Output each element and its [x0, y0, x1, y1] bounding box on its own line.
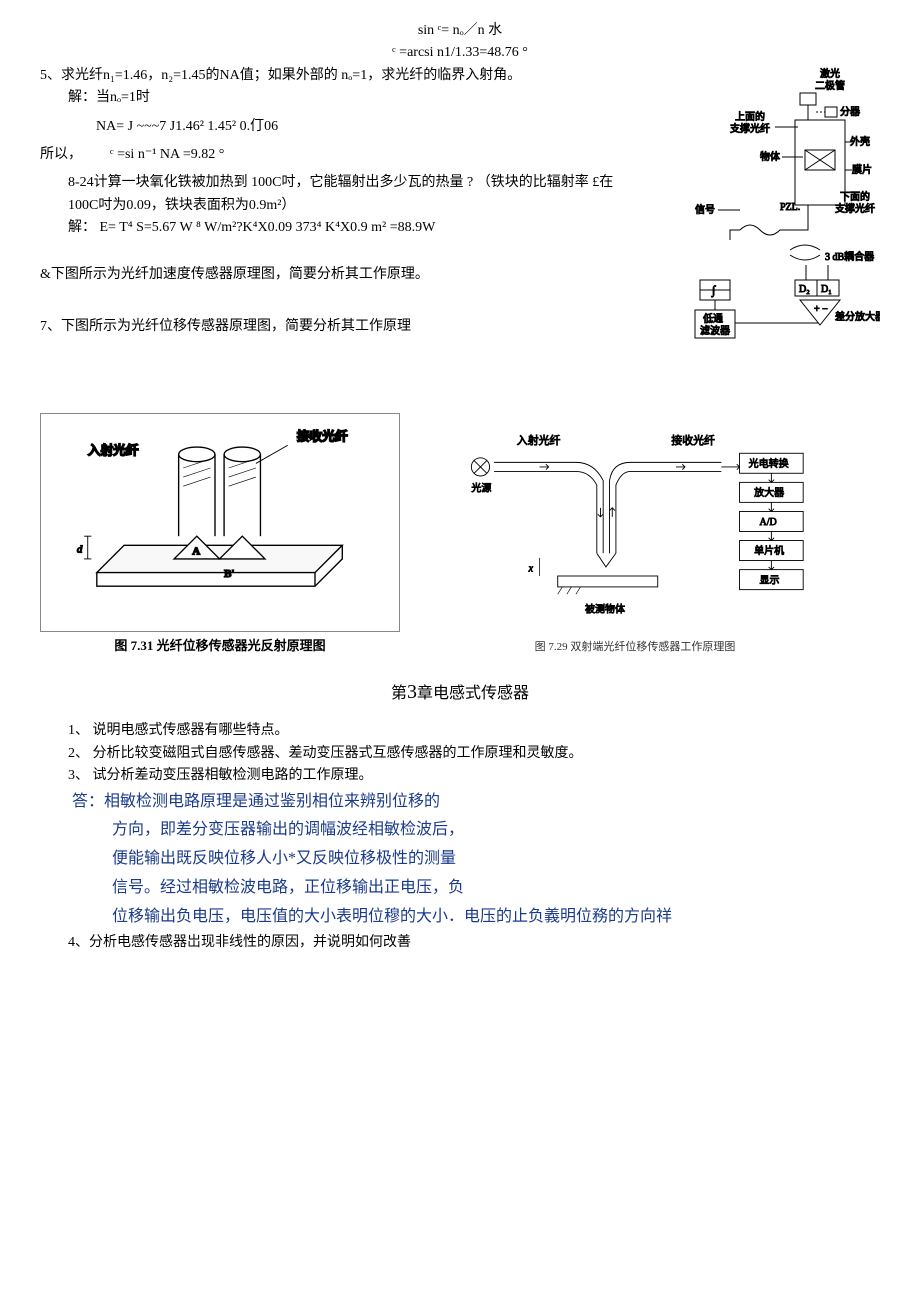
label-out: 接收光纤	[297, 429, 348, 444]
label-out-r: 接收光纤	[671, 434, 715, 448]
svg-text:显示: 显示	[760, 575, 780, 587]
label-support-bot: 支撑光纤	[835, 202, 875, 215]
ch3-q4: 4、分析电感传感器岀现非线性的原因，并说明如何改善	[40, 932, 880, 954]
label-in-r: 入射光纤	[517, 434, 561, 448]
chapter-3-title: 第3章电感式传感器	[40, 676, 880, 708]
ch3-q3: 3、 试分析差动变压器相敏检测电路的工作原理。	[40, 765, 880, 787]
label-d2: D₂	[799, 284, 810, 295]
label-filter: 滤波器	[700, 324, 730, 337]
label-b: B'	[224, 568, 234, 580]
svg-text:x: x	[528, 564, 534, 575]
label-in: 入射光纤	[88, 443, 139, 458]
label-shell: 外壳	[850, 135, 870, 148]
svg-text:放大器: 放大器	[754, 486, 784, 499]
ch3-q1: 1、 说明电感式传感器有哪些特点。	[40, 720, 880, 742]
label-coupler: 3 dB耦合器	[825, 250, 874, 263]
svg-text:+ −: + −	[814, 304, 828, 315]
equation-line-1: sin ᶜ= nₒ／n 水	[40, 20, 880, 42]
equation-line-2: ᶜ =arcsi n1/1.33=48.76 °	[40, 42, 880, 64]
label-laser: 激光	[820, 67, 840, 80]
label-diode: 二极管	[815, 79, 845, 92]
svg-text:光电转换: 光电转换	[749, 457, 789, 470]
label-object: 物体	[760, 150, 780, 163]
figure-7-29: 入射光纤 接收光纤 光源	[430, 426, 840, 634]
label-src: 光源	[471, 482, 491, 495]
label-a: A	[192, 546, 200, 558]
fiber-accel-diagram: 激光 二极管 分器 上面的 支撑光纤 外壳 物体 膜片 下面的 支撑光纤 PZL…	[640, 65, 880, 393]
figure-7-31: 入射光纤 接收光纤	[40, 413, 400, 631]
svg-text:单片机: 单片机	[754, 545, 784, 558]
label-d1: D₁	[821, 284, 832, 295]
label-pzl: PZL.	[780, 202, 800, 213]
figure-row: 入射光纤 接收光纤	[40, 413, 880, 656]
figure-7-29-caption: 图 7.29 双射端光纤位移传感器工作原理图	[430, 639, 840, 657]
label-target: 被测物体	[585, 603, 625, 616]
figure-7-31-caption: 图 7.31 光纤位移传感器光反射原理图	[40, 636, 400, 657]
ch3-answer: 答：相敏检测电路原理是通过鉴别相位来辨别位移的 方向，即差分变压器输出的调幅波经…	[40, 788, 880, 932]
label-splitter: 分器	[840, 106, 860, 118]
block-stack: 光电转换 放大器 A/D 单片机 显示	[740, 454, 804, 590]
svg-text:A/D: A/D	[760, 517, 777, 528]
svg-text:d: d	[77, 544, 83, 556]
label-signal: 信号	[695, 204, 715, 216]
label-membrane: 膜片	[852, 163, 872, 176]
ch3-q2: 2、 分析比较变磁阻式自感传感器、差动变压器式互感传感器的工作原理和灵敏度。	[40, 743, 880, 765]
label-lower: 下面的	[840, 190, 870, 203]
label-support-top: 支撑光纤	[730, 122, 770, 135]
label-upper: 上面的	[735, 110, 765, 123]
label-lowpass: 低通	[703, 312, 723, 325]
label-diffamp: 差分放大器	[835, 310, 880, 323]
